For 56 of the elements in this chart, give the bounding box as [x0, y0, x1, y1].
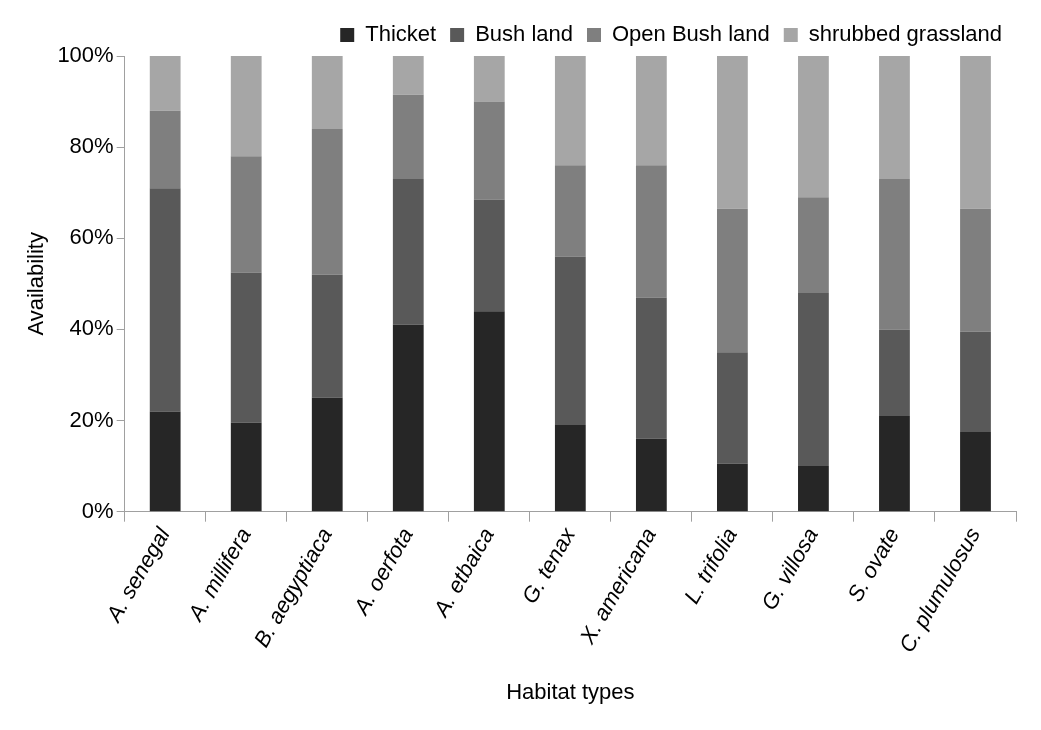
bar [473, 199, 505, 312]
bar [717, 463, 748, 512]
bar [473, 311, 505, 512]
y-tick-label: 40% [69, 315, 114, 341]
y-tick-label: 60% [69, 224, 114, 250]
bar [392, 94, 424, 180]
bar [230, 272, 262, 423]
bar [960, 331, 991, 432]
bar [879, 56, 910, 180]
bar [717, 352, 748, 464]
bar [392, 56, 424, 95]
y-axis-title: Availability [23, 232, 49, 336]
bar [311, 56, 343, 129]
bar [311, 397, 343, 512]
y-tick-label: 100% [57, 42, 114, 68]
bar [635, 56, 667, 166]
bar [717, 56, 748, 209]
bar [230, 56, 262, 157]
bar [554, 256, 586, 426]
bar [311, 128, 343, 275]
legend-label: shrubbed grassland [808, 21, 1003, 47]
bar [149, 188, 181, 412]
y-tick-label: 80% [69, 133, 114, 159]
bar [554, 56, 586, 166]
y-tick-label: 0% [81, 497, 114, 523]
bar [960, 208, 991, 332]
bar [392, 324, 424, 512]
bar [635, 438, 667, 512]
bar [473, 56, 505, 102]
legend-label: Thicket [365, 21, 437, 47]
bar [230, 156, 262, 273]
x-axis-title: Habitat types [506, 678, 635, 704]
bar [392, 179, 424, 325]
bar [149, 56, 181, 111]
bar [311, 274, 343, 398]
bar [717, 208, 748, 353]
bar [879, 329, 910, 416]
bar [798, 56, 829, 198]
bar [798, 292, 829, 467]
legend-label: Bush land [475, 21, 573, 47]
bar [798, 197, 829, 293]
bar [960, 56, 991, 209]
bar [635, 297, 667, 439]
bar [473, 101, 505, 200]
bar [149, 411, 181, 512]
bar [879, 179, 910, 330]
legend-label: Open Bush land [611, 21, 770, 47]
bar [879, 415, 910, 512]
bar [554, 165, 586, 257]
bar [635, 165, 667, 298]
bar [230, 422, 262, 512]
y-tick-label: 20% [69, 406, 114, 432]
bar [554, 425, 586, 512]
bar [798, 466, 829, 512]
bar [149, 110, 181, 189]
bar [960, 431, 991, 512]
